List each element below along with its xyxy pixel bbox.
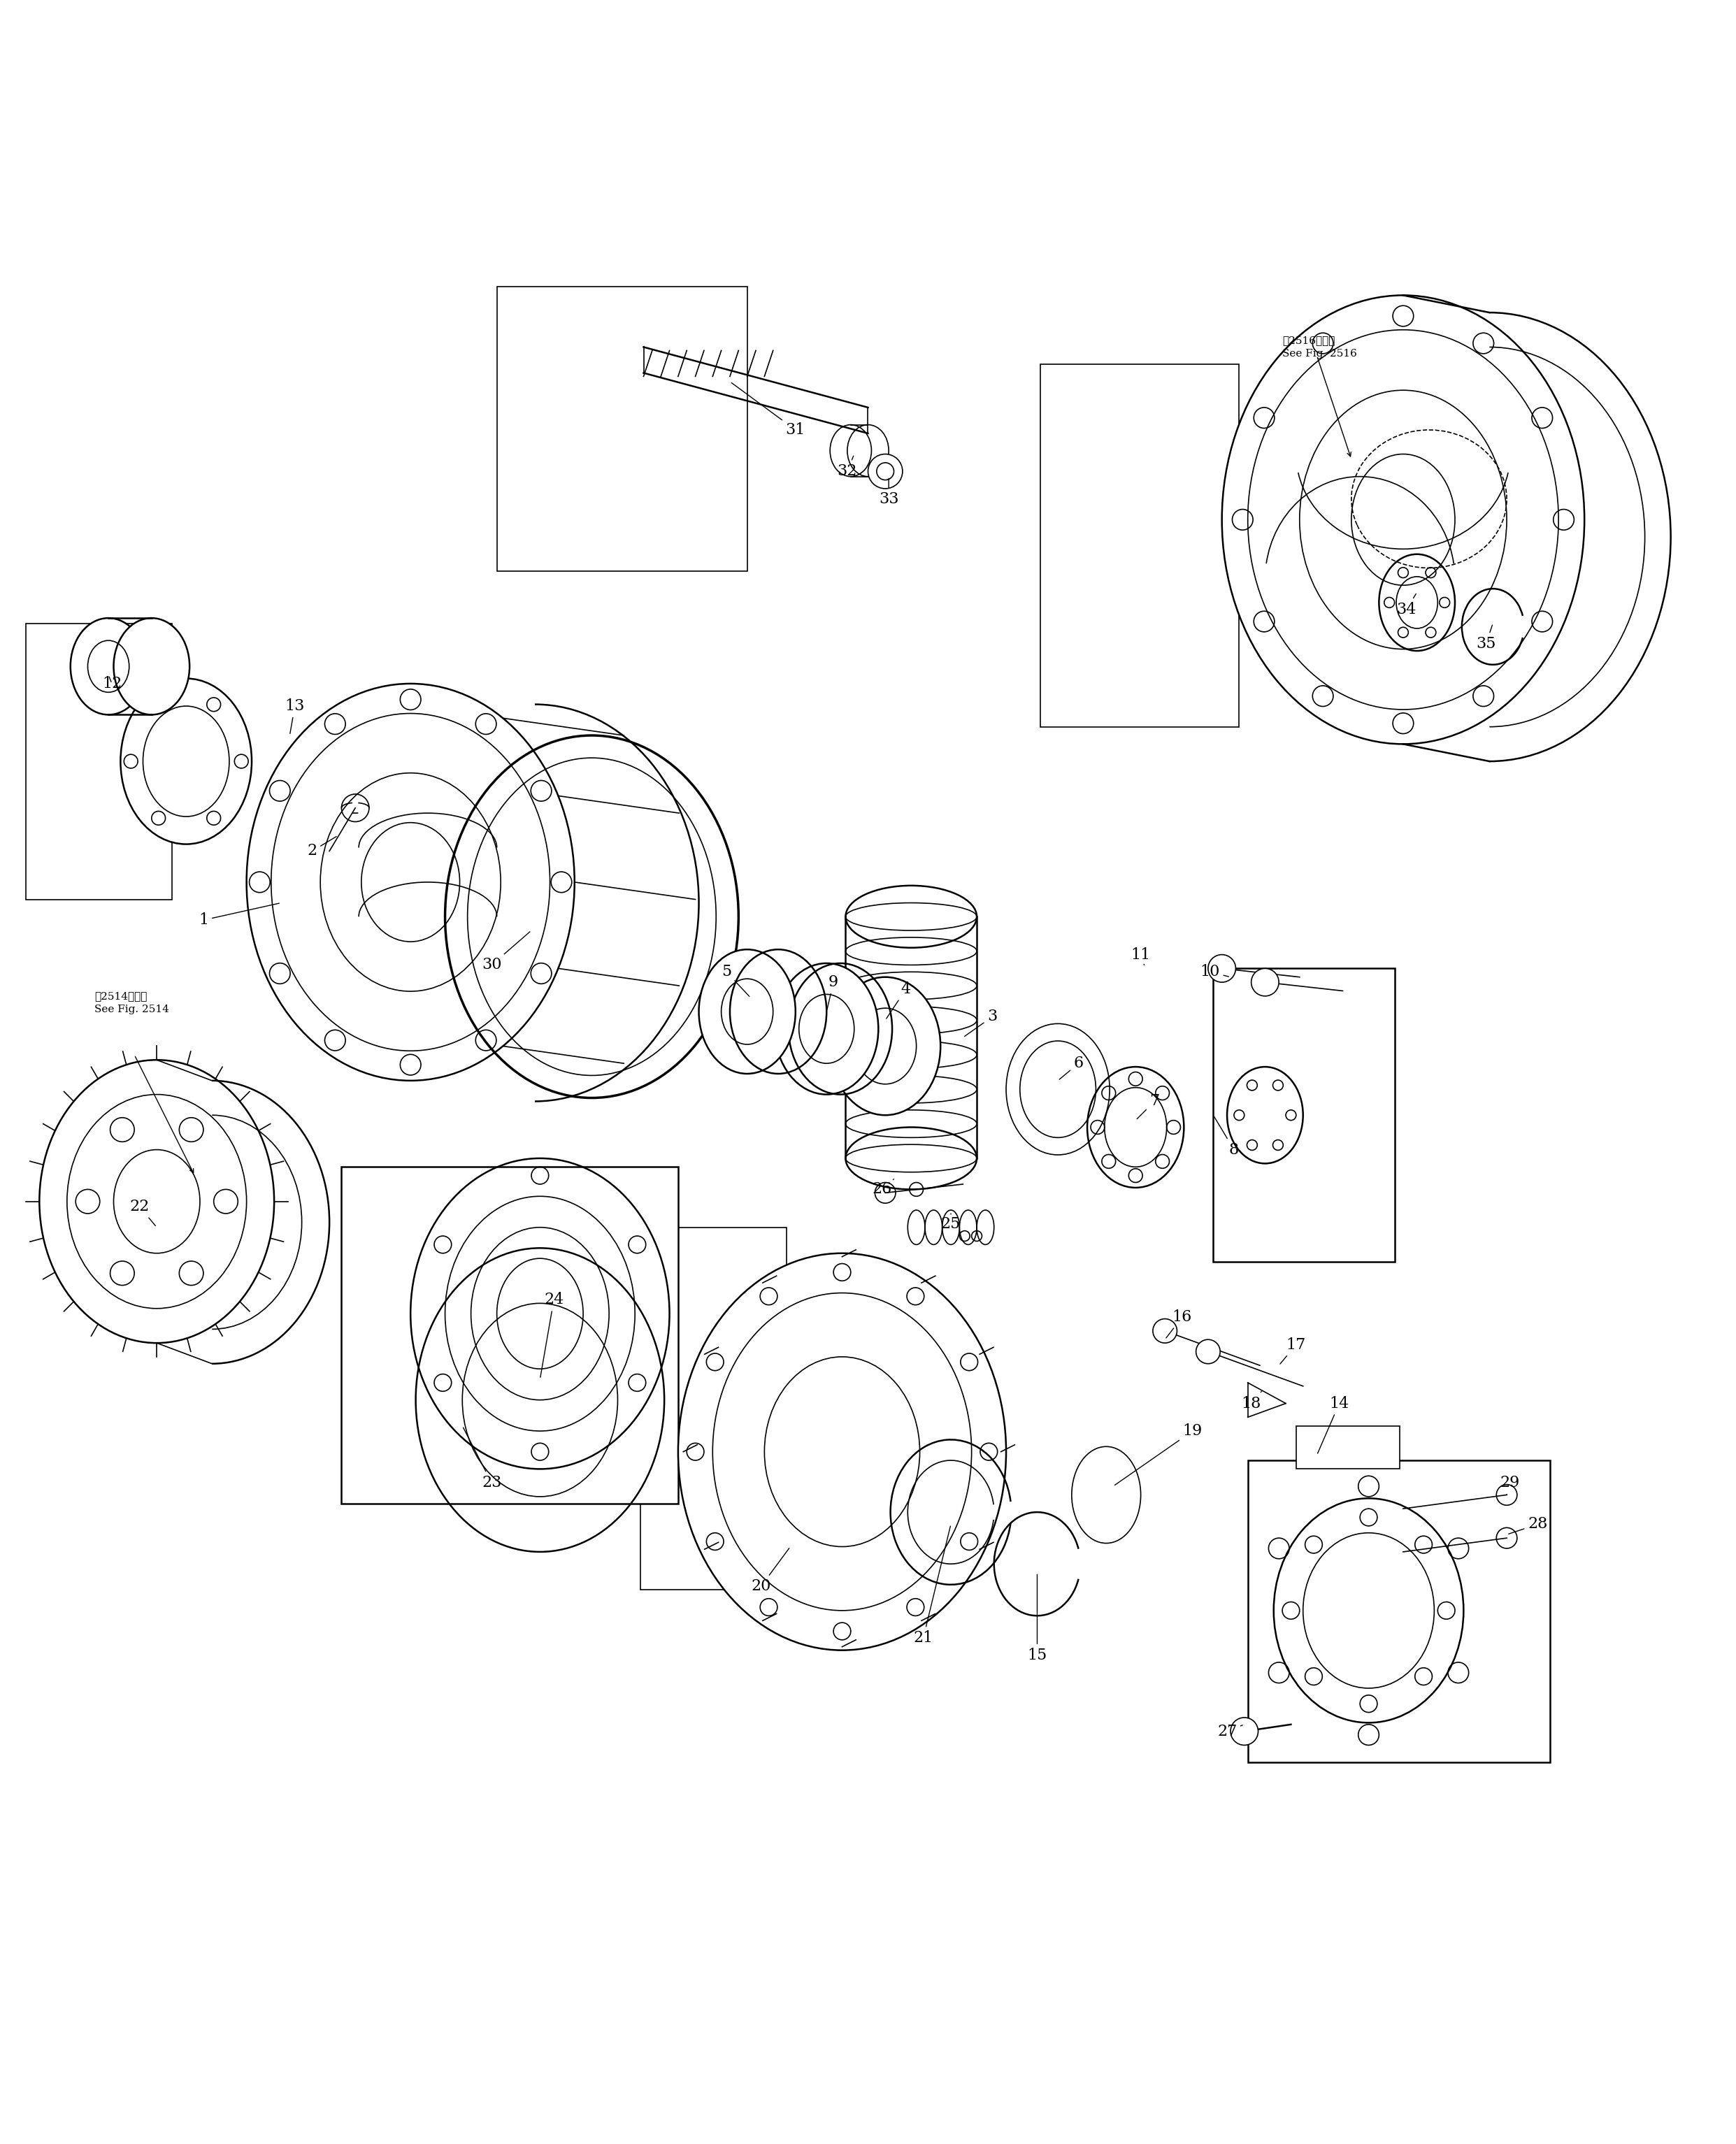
- Ellipse shape: [679, 1254, 1007, 1651]
- Text: 20: 20: [752, 1548, 790, 1593]
- Bar: [1040, 364, 1240, 727]
- Text: 32: 32: [837, 457, 858, 478]
- Circle shape: [325, 1029, 345, 1051]
- Circle shape: [1231, 1717, 1259, 1745]
- Text: 18: 18: [1241, 1391, 1262, 1411]
- Text: 16: 16: [1167, 1310, 1193, 1338]
- Bar: [1297, 1426, 1399, 1469]
- Circle shape: [476, 714, 496, 735]
- Bar: [26, 624, 172, 898]
- Text: 21: 21: [913, 1527, 950, 1647]
- Circle shape: [550, 873, 571, 892]
- Text: 14: 14: [1318, 1396, 1349, 1454]
- Bar: [1248, 1460, 1550, 1762]
- Ellipse shape: [113, 617, 189, 714]
- Circle shape: [868, 455, 903, 489]
- Text: 第2514図参照
See Fig. 2514: 第2514図参照 See Fig. 2514: [95, 993, 170, 1014]
- Text: 6: 6: [1059, 1055, 1083, 1078]
- Text: 27: 27: [1217, 1724, 1243, 1739]
- Circle shape: [476, 1029, 496, 1051]
- Text: 13: 13: [285, 699, 306, 733]
- Text: 8: 8: [1213, 1117, 1240, 1158]
- Bar: [496, 287, 746, 572]
- Text: 33: 33: [878, 478, 899, 506]
- Text: 9: 9: [826, 976, 838, 1010]
- Ellipse shape: [40, 1059, 274, 1342]
- Text: 15: 15: [1028, 1574, 1047, 1664]
- Circle shape: [1153, 1319, 1177, 1342]
- Circle shape: [401, 688, 420, 710]
- Text: 24: 24: [540, 1293, 564, 1376]
- Text: 1: 1: [198, 903, 279, 928]
- Ellipse shape: [830, 978, 941, 1115]
- Text: 12: 12: [102, 675, 122, 690]
- Text: 17: 17: [1279, 1338, 1305, 1364]
- Text: 34: 34: [1397, 594, 1417, 617]
- Ellipse shape: [120, 678, 252, 845]
- Circle shape: [269, 780, 290, 802]
- Text: 19: 19: [1115, 1424, 1203, 1486]
- Ellipse shape: [1222, 296, 1585, 744]
- Circle shape: [325, 714, 345, 735]
- Circle shape: [1252, 969, 1279, 997]
- Circle shape: [1208, 954, 1236, 982]
- Text: 第2516図参照
See Fig. 2516: 第2516図参照 See Fig. 2516: [1283, 337, 1358, 358]
- Circle shape: [1196, 1340, 1220, 1364]
- Circle shape: [269, 963, 290, 984]
- Bar: [641, 1226, 786, 1591]
- Circle shape: [531, 780, 552, 802]
- Text: 4: 4: [887, 982, 911, 1018]
- Text: 11: 11: [1130, 948, 1151, 965]
- Text: 3: 3: [965, 1010, 996, 1036]
- Ellipse shape: [700, 950, 795, 1074]
- Text: 26: 26: [871, 1179, 894, 1196]
- Bar: [1213, 969, 1394, 1263]
- Text: 28: 28: [1509, 1516, 1549, 1533]
- Text: 35: 35: [1476, 626, 1496, 652]
- Text: 31: 31: [731, 384, 806, 437]
- Circle shape: [401, 1055, 420, 1074]
- Text: 10: 10: [1200, 965, 1229, 980]
- Text: 2: 2: [307, 836, 337, 860]
- Ellipse shape: [247, 684, 575, 1081]
- Text: 23: 23: [464, 1428, 502, 1490]
- Bar: [342, 1166, 679, 1503]
- Text: 5: 5: [722, 965, 750, 997]
- Text: 22: 22: [130, 1198, 156, 1226]
- Ellipse shape: [774, 963, 878, 1093]
- Ellipse shape: [71, 617, 146, 714]
- Circle shape: [250, 873, 271, 892]
- Text: 7: 7: [1137, 1093, 1160, 1119]
- Text: 25: 25: [941, 1214, 960, 1231]
- Circle shape: [531, 963, 552, 984]
- Text: 30: 30: [481, 933, 529, 973]
- Text: 29: 29: [1500, 1475, 1521, 1494]
